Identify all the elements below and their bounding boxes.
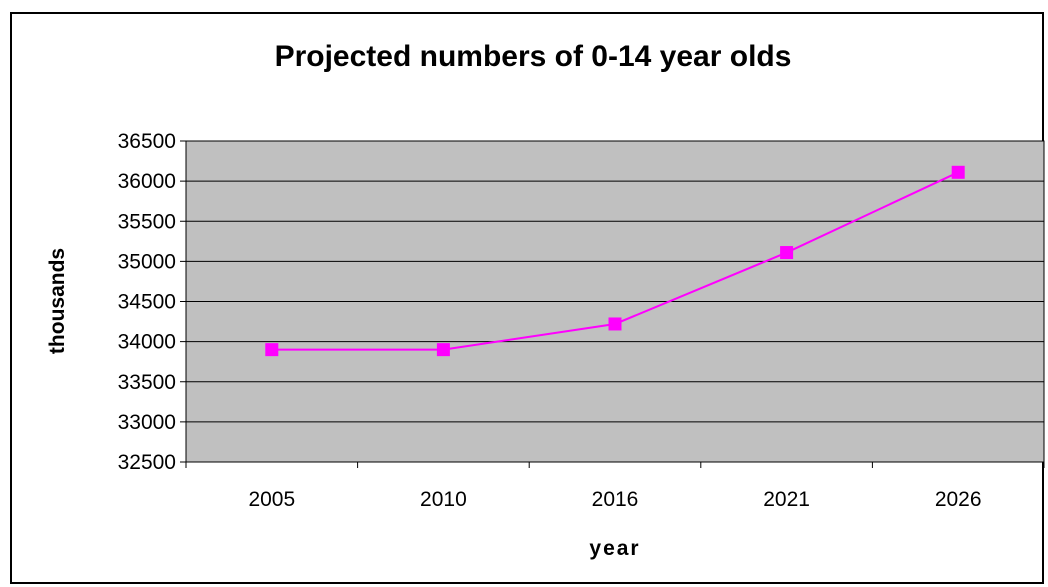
y-tick-label: 36000 [118, 170, 176, 193]
data-point-marker [951, 165, 965, 179]
data-point-marker [608, 317, 622, 331]
x-tick-label: 2005 [248, 488, 295, 511]
x-tick-label: 2010 [420, 488, 467, 511]
y-axis: 32500 33000 33500 34000 34500 35000 35500 36000… [118, 130, 187, 474]
data-point-marker [265, 343, 279, 357]
x-axis: 2005 2010 2016 2021 2026 [185, 461, 1045, 511]
y-tick-label: 32500 [118, 451, 176, 474]
x-axis-title: year [589, 537, 640, 560]
chart-title: Projected numbers of 0-14 year olds [275, 40, 792, 73]
x-tick-label: 2021 [763, 488, 810, 511]
y-tick-label: 34500 [118, 291, 176, 314]
x-tick-label: 2026 [935, 488, 982, 511]
data-point-marker [436, 343, 450, 357]
y-tick-label: 33000 [118, 411, 176, 434]
y-tick-label: 35500 [118, 210, 176, 233]
y-tick-label: 34000 [118, 331, 176, 354]
data-point-marker [780, 246, 794, 260]
y-axis-title: thousands [46, 248, 69, 354]
y-tick-label: 35000 [118, 250, 176, 273]
x-tick-label: 2016 [592, 488, 639, 511]
y-tick-label: 36500 [118, 130, 176, 153]
y-tick-label: 33500 [118, 371, 176, 394]
gridlines [186, 140, 1044, 463]
series-layer [265, 165, 965, 357]
